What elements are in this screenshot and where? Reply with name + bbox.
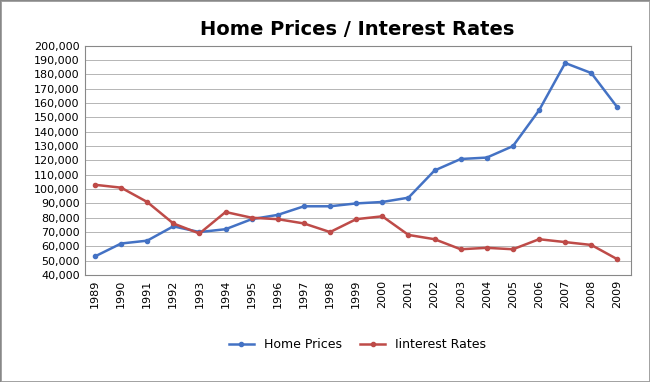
Home Prices bbox=[588, 71, 595, 75]
Iinterest Rates bbox=[378, 214, 386, 219]
Home Prices bbox=[117, 241, 125, 246]
Home Prices bbox=[274, 212, 281, 217]
Iinterest Rates bbox=[274, 217, 281, 222]
Iinterest Rates bbox=[352, 217, 360, 222]
Home Prices bbox=[170, 224, 177, 228]
Iinterest Rates bbox=[196, 231, 203, 236]
Iinterest Rates bbox=[117, 185, 125, 190]
Home Prices bbox=[248, 217, 255, 222]
Home Prices bbox=[483, 155, 491, 160]
Home Prices bbox=[535, 108, 543, 113]
Home Prices bbox=[300, 204, 308, 209]
Iinterest Rates bbox=[248, 215, 255, 220]
Iinterest Rates bbox=[143, 200, 151, 204]
Home Prices bbox=[509, 144, 517, 148]
Iinterest Rates bbox=[535, 237, 543, 241]
Iinterest Rates bbox=[457, 247, 465, 251]
Home Prices bbox=[222, 227, 229, 231]
Home Prices bbox=[143, 238, 151, 243]
Home Prices bbox=[326, 204, 334, 209]
Home Prices bbox=[196, 230, 203, 234]
Line: Home Prices: Home Prices bbox=[93, 61, 619, 259]
Home Prices bbox=[457, 157, 465, 161]
Iinterest Rates bbox=[483, 246, 491, 250]
Title: Home Prices / Interest Rates: Home Prices / Interest Rates bbox=[200, 20, 515, 39]
Iinterest Rates bbox=[222, 210, 229, 214]
Home Prices bbox=[91, 254, 99, 259]
Home Prices bbox=[404, 195, 412, 200]
Iinterest Rates bbox=[509, 247, 517, 251]
Home Prices bbox=[352, 201, 360, 206]
Iinterest Rates bbox=[431, 237, 439, 241]
Iinterest Rates bbox=[588, 243, 595, 247]
Iinterest Rates bbox=[404, 233, 412, 237]
Home Prices bbox=[378, 200, 386, 204]
Iinterest Rates bbox=[562, 240, 569, 244]
Iinterest Rates bbox=[326, 230, 334, 234]
Line: Iinterest Rates: Iinterest Rates bbox=[93, 183, 619, 261]
Legend: Home Prices, Iinterest Rates: Home Prices, Iinterest Rates bbox=[224, 333, 491, 356]
Iinterest Rates bbox=[614, 257, 621, 262]
Home Prices bbox=[562, 61, 569, 65]
Home Prices bbox=[431, 168, 439, 173]
Iinterest Rates bbox=[300, 221, 308, 226]
Iinterest Rates bbox=[91, 183, 99, 187]
Iinterest Rates bbox=[170, 221, 177, 226]
Home Prices bbox=[614, 105, 621, 110]
